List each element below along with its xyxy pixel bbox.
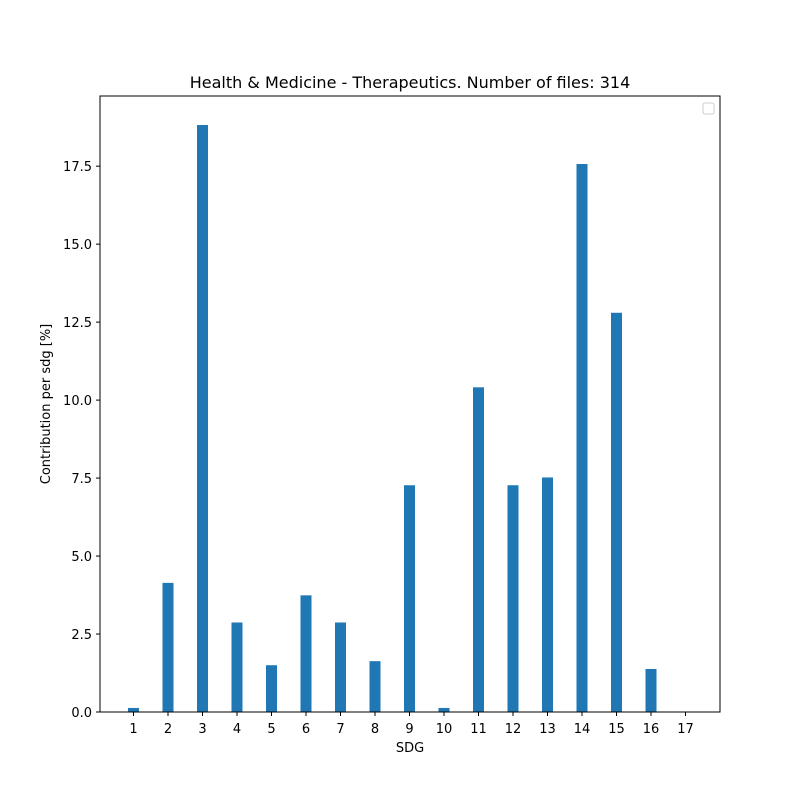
plot-frame: [99, 95, 721, 713]
bar-sdg-9: [404, 485, 415, 712]
bar-sdg-4: [231, 622, 243, 712]
chart-title: Health & Medicine - Therapeutics. Number…: [190, 73, 631, 92]
bar-sdg-5: [266, 665, 277, 712]
y-tick-label-0.0: 0.0: [71, 706, 92, 721]
bars-group: [128, 125, 657, 713]
y-tick-label-10.0: 10.0: [63, 394, 92, 409]
y-tick-label-5.0: 5.0: [71, 550, 92, 565]
bar-sdg-1: [128, 707, 139, 712]
x-tick-label-12: 12: [505, 722, 522, 737]
bar-sdg-2: [162, 582, 174, 712]
x-tick-label-10: 10: [436, 722, 453, 737]
bar-sdg-11: [473, 387, 484, 712]
x-tick-label-6: 6: [302, 722, 310, 737]
y-tick-label-15.0: 15.0: [63, 238, 92, 253]
x-tick-label-5: 5: [267, 722, 275, 737]
x-tick-label-9: 9: [405, 722, 413, 737]
y-tick-label-17.5: 17.5: [63, 160, 92, 175]
bar-sdg-8: [369, 661, 381, 712]
bar-sdg-6: [300, 595, 312, 712]
y-tick-label-2.5: 2.5: [71, 628, 92, 643]
bar-sdg-14: [576, 163, 588, 713]
x-axis: 1 2 3 4 5 6 7 8 9 10 11 12 13 14 15 16 17: [129, 712, 694, 737]
bar-sdg-12: [507, 485, 519, 712]
x-axis-label: SDG: [396, 741, 424, 756]
x-tick-label-11: 11: [470, 722, 487, 737]
x-tick-label-8: 8: [371, 722, 379, 737]
x-tick-label-7: 7: [336, 722, 344, 737]
x-tick-label-13: 13: [539, 722, 556, 737]
y-tick-label-12.5: 12.5: [63, 316, 92, 331]
bar-sdg-16: [645, 668, 657, 712]
bar-sdg-10: [438, 707, 450, 712]
x-tick-label-17: 17: [677, 722, 694, 737]
x-tick-label-3: 3: [198, 722, 206, 737]
x-tick-label-2: 2: [164, 722, 172, 737]
x-tick-label-4: 4: [233, 722, 241, 737]
bar-sdg-15: [611, 312, 622, 712]
y-axis: 0.0 2.5 5.0 7.5 10.0 12.5 15.0 17.5: [63, 160, 100, 721]
bar-sdg-13: [542, 477, 553, 712]
x-tick-label-1: 1: [129, 722, 137, 737]
x-tick-label-16: 16: [643, 722, 660, 737]
legend-box: [702, 102, 715, 115]
y-tick-label-7.5: 7.5: [71, 472, 92, 487]
x-tick-label-15: 15: [608, 722, 625, 737]
bar-sdg-3: [197, 125, 208, 712]
x-tick-label-14: 14: [574, 722, 591, 737]
y-axis-label: Contribution per sdg [%]: [39, 324, 54, 484]
bar-sdg-7: [335, 622, 346, 712]
